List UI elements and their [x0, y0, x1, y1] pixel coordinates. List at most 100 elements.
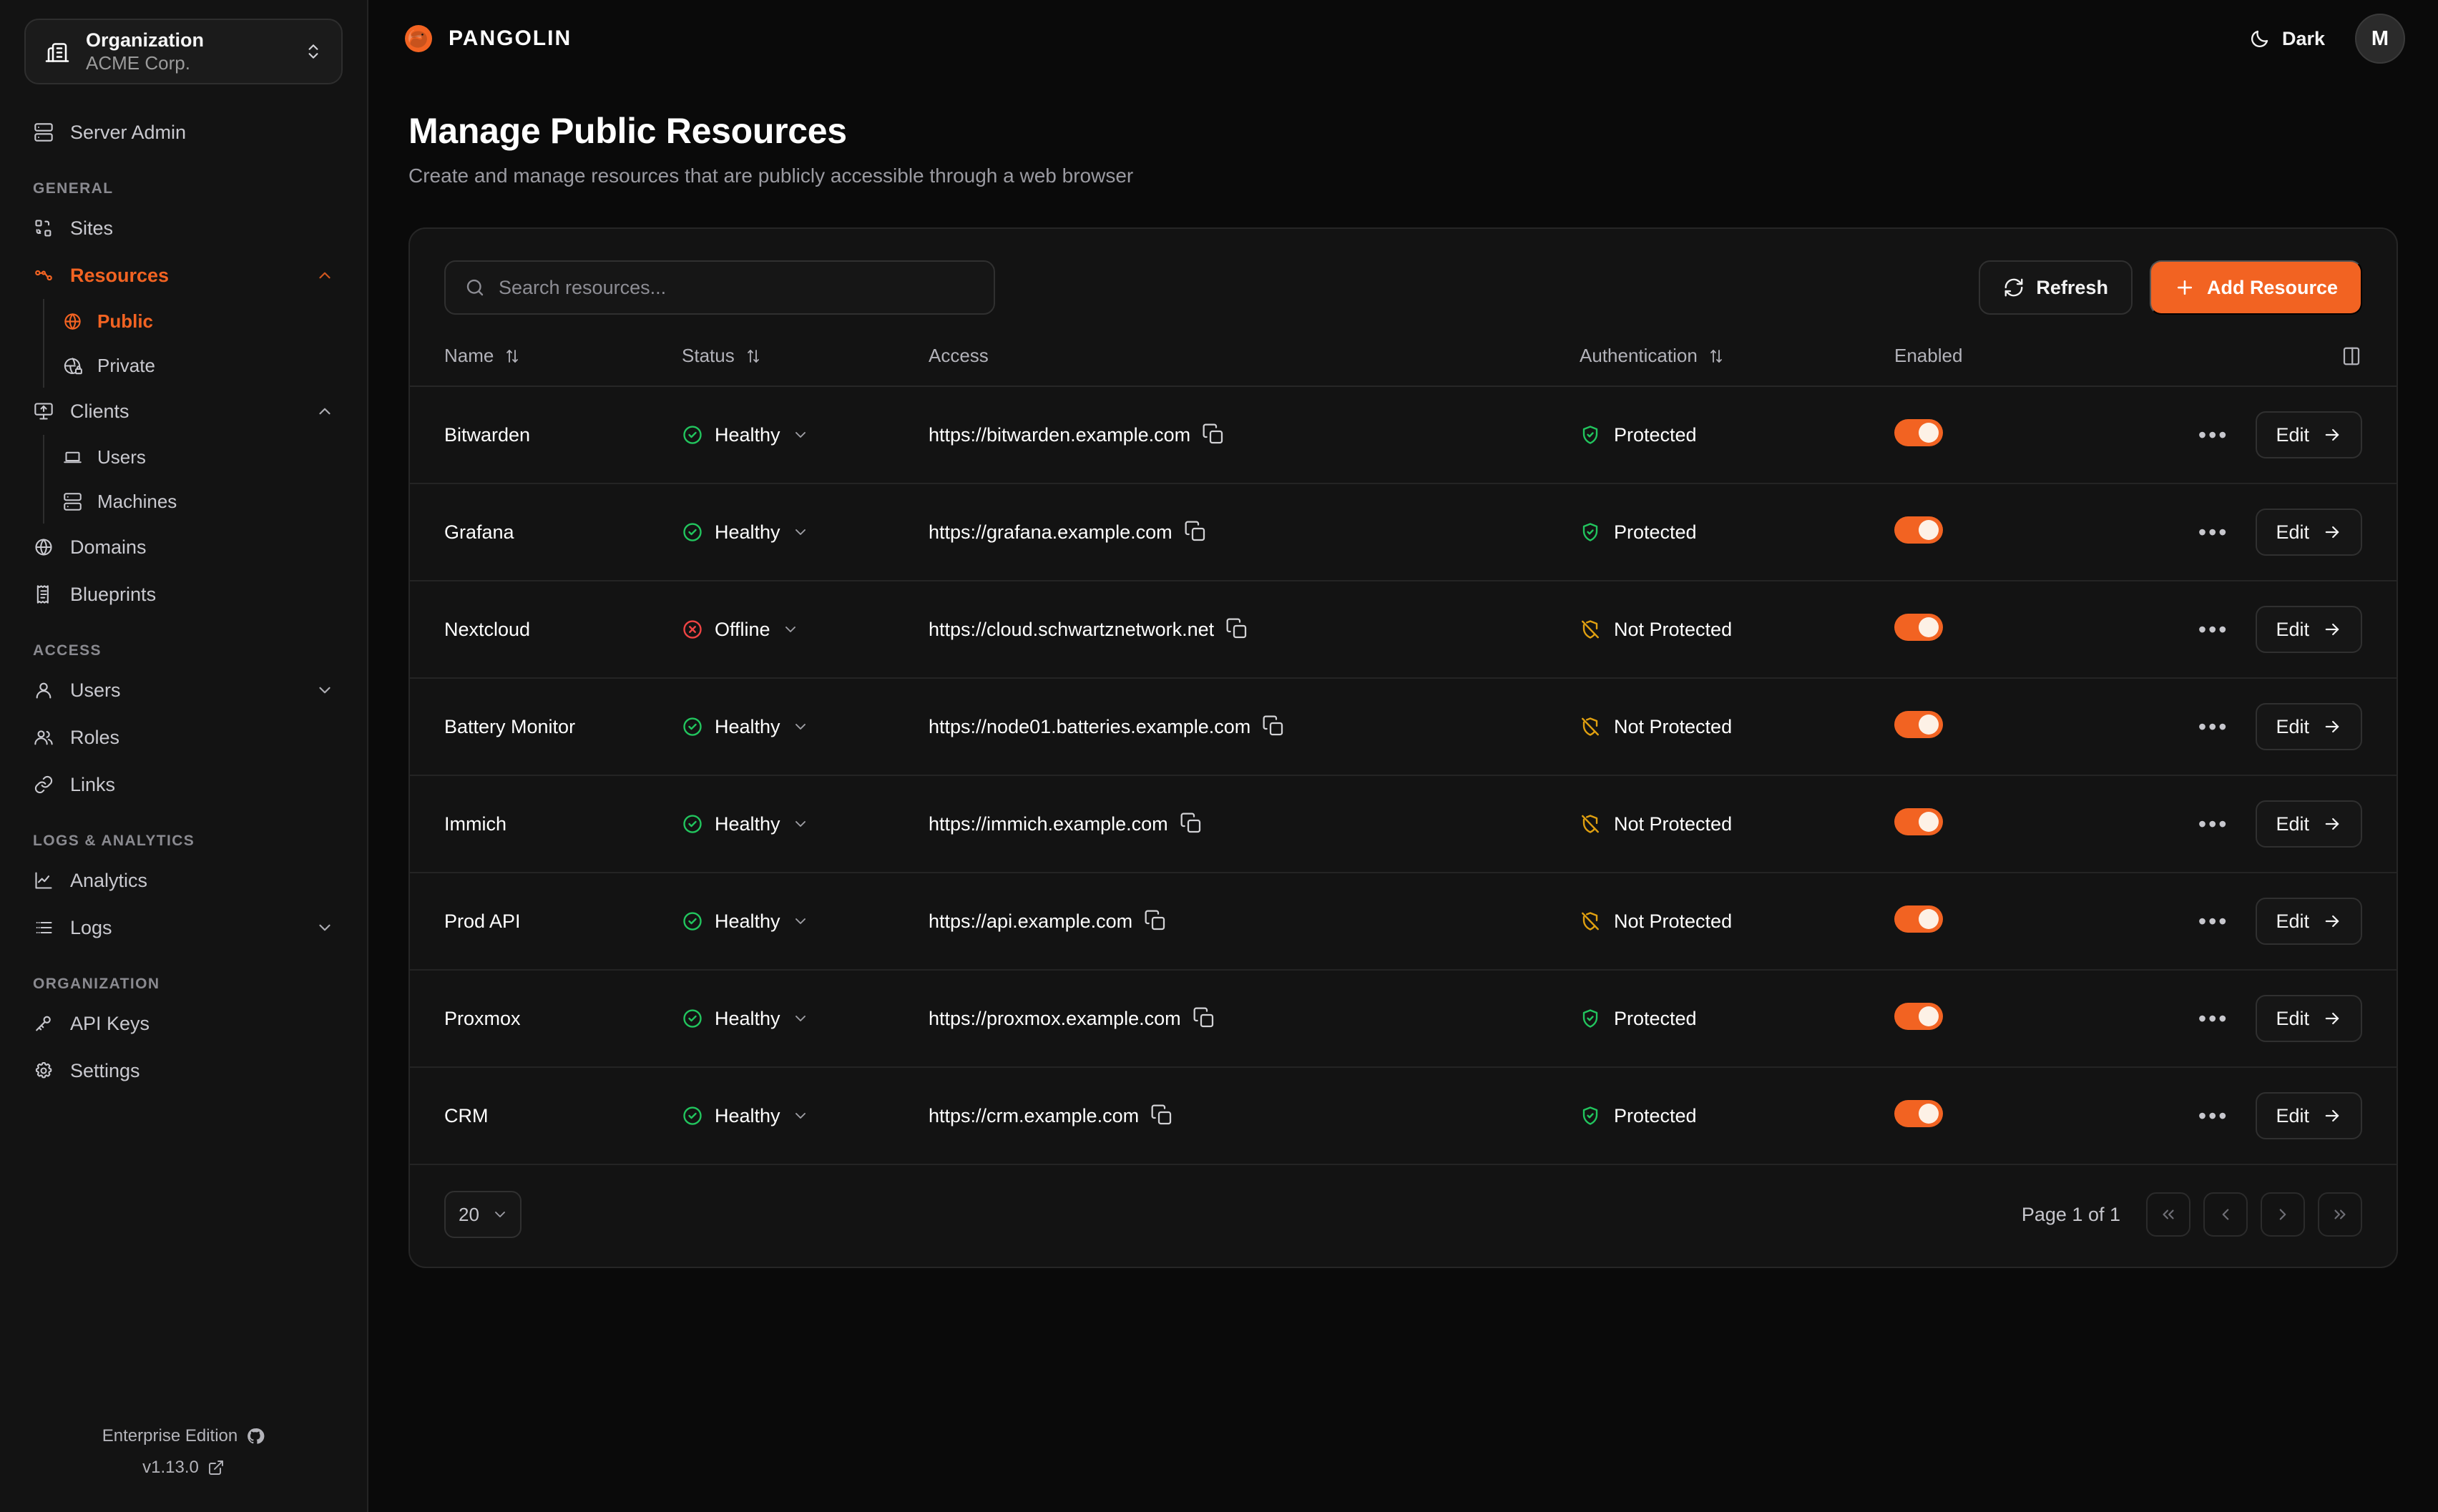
- edit-button[interactable]: Edit: [2256, 898, 2362, 945]
- access-url[interactable]: https://bitwarden.example.com: [929, 423, 1191, 446]
- table-row[interactable]: Battery Monitor Healthy https://node01.b…: [410, 678, 2397, 776]
- table-row[interactable]: Grafana Healthy https://grafana.example.…: [410, 483, 2397, 581]
- version-line[interactable]: v1.13.0: [0, 1458, 367, 1478]
- next-page-button[interactable]: [2261, 1192, 2305, 1237]
- enabled-toggle[interactable]: [1894, 807, 1943, 835]
- chevron-down-icon[interactable]: [792, 1010, 809, 1027]
- chevron-down-icon[interactable]: [792, 815, 809, 833]
- enabled-toggle[interactable]: [1894, 1099, 1943, 1127]
- brand[interactable]: PANGOLIN: [401, 21, 572, 56]
- cell-status[interactable]: Healthy: [682, 483, 929, 581]
- prev-page-button[interactable]: [2203, 1192, 2248, 1237]
- sidebar-item-clients[interactable]: Clients: [24, 388, 343, 435]
- access-url[interactable]: https://node01.batteries.example.com: [929, 715, 1251, 737]
- ellipsis-icon[interactable]: •••: [2198, 908, 2229, 934]
- chevron-up-icon[interactable]: [315, 266, 334, 285]
- table-row[interactable]: CRM Healthy https://crm.example.com Prot…: [410, 1067, 2397, 1165]
- edit-button[interactable]: Edit: [2256, 509, 2362, 556]
- chevron-up-icon[interactable]: [315, 402, 334, 421]
- search-input[interactable]: Search resources...: [444, 260, 995, 315]
- access-url[interactable]: https://grafana.example.com: [929, 521, 1173, 543]
- first-page-button[interactable]: [2146, 1192, 2190, 1237]
- chevron-down-icon[interactable]: [315, 681, 334, 699]
- sidebar-item-clients-users[interactable]: Users: [47, 435, 343, 479]
- access-url[interactable]: https://crm.example.com: [929, 1104, 1140, 1126]
- ellipsis-icon[interactable]: •••: [2198, 811, 2229, 837]
- chevron-down-icon[interactable]: [792, 718, 809, 735]
- cell-status[interactable]: Healthy: [682, 775, 929, 873]
- sidebar-item-public[interactable]: Public: [47, 299, 343, 343]
- external-link-icon[interactable]: [207, 1459, 225, 1476]
- chevron-down-icon[interactable]: [792, 426, 809, 443]
- cell-status[interactable]: Healthy: [682, 678, 929, 776]
- access-url[interactable]: https://proxmox.example.com: [929, 1007, 1181, 1029]
- cell-status[interactable]: Healthy: [682, 970, 929, 1068]
- cell-status[interactable]: Offline: [682, 581, 929, 679]
- sort-icon[interactable]: [745, 348, 762, 365]
- sidebar-item-users[interactable]: Users: [24, 667, 343, 714]
- sidebar-item-analytics[interactable]: Analytics: [24, 857, 343, 904]
- enabled-toggle[interactable]: [1894, 905, 1943, 933]
- cell-status[interactable]: Healthy: [682, 1067, 929, 1165]
- sidebar-item-resources[interactable]: Resources: [24, 252, 343, 299]
- edit-button[interactable]: Edit: [2256, 606, 2362, 653]
- chevron-down-icon[interactable]: [792, 524, 809, 541]
- add-resource-button[interactable]: Add Resource: [2149, 260, 2362, 315]
- ellipsis-icon[interactable]: •••: [2198, 422, 2229, 448]
- access-url[interactable]: https://api.example.com: [929, 910, 1133, 932]
- enabled-toggle[interactable]: [1894, 1002, 1943, 1030]
- column-header-status[interactable]: Status: [682, 335, 929, 387]
- copy-icon[interactable]: [1184, 520, 1208, 544]
- chevron-down-icon[interactable]: [315, 918, 334, 937]
- table-row[interactable]: Prod API Healthy https://api.example.com…: [410, 873, 2397, 971]
- edit-button[interactable]: Edit: [2256, 1092, 2362, 1139]
- edit-button[interactable]: Edit: [2256, 703, 2362, 750]
- sidebar-item-links[interactable]: Links: [24, 761, 343, 808]
- sidebar-item-sites[interactable]: Sites: [24, 205, 343, 252]
- enabled-toggle[interactable]: [1894, 516, 1943, 544]
- page-size-select[interactable]: 20: [444, 1191, 522, 1238]
- chevron-down-icon[interactable]: [782, 621, 799, 638]
- last-page-button[interactable]: [2318, 1192, 2362, 1237]
- cell-status[interactable]: Healthy: [682, 386, 929, 484]
- sidebar-item-blueprints[interactable]: Blueprints: [24, 571, 343, 618]
- sidebar-item-server-admin[interactable]: Server Admin: [24, 109, 343, 156]
- sidebar-item-settings[interactable]: Settings: [24, 1047, 343, 1094]
- table-row[interactable]: Proxmox Healthy https://proxmox.example.…: [410, 970, 2397, 1068]
- sort-icon[interactable]: [504, 348, 521, 365]
- avatar[interactable]: M: [2355, 14, 2405, 64]
- sidebar-item-domains[interactable]: Domains: [24, 524, 343, 571]
- edition-line[interactable]: Enterprise Edition: [0, 1426, 367, 1446]
- copy-icon[interactable]: [1225, 617, 1250, 642]
- edit-button[interactable]: Edit: [2256, 995, 2362, 1042]
- ellipsis-icon[interactable]: •••: [2198, 714, 2229, 740]
- sidebar-item-roles[interactable]: Roles: [24, 714, 343, 761]
- table-row[interactable]: Immich Healthy https://immich.example.co…: [410, 775, 2397, 873]
- ellipsis-icon[interactable]: •••: [2198, 1103, 2229, 1129]
- enabled-toggle[interactable]: [1894, 418, 1943, 446]
- edit-button[interactable]: Edit: [2256, 800, 2362, 848]
- column-header-authentication[interactable]: Authentication: [1580, 335, 1894, 387]
- ellipsis-icon[interactable]: •••: [2198, 1006, 2229, 1031]
- enabled-toggle[interactable]: [1894, 710, 1943, 738]
- columns-icon[interactable]: [2341, 345, 2362, 367]
- sidebar-item-private[interactable]: Private: [47, 343, 343, 388]
- chevron-down-icon[interactable]: [792, 1107, 809, 1124]
- org-switcher[interactable]: Organization ACME Corp.: [24, 19, 343, 84]
- copy-icon[interactable]: [1262, 715, 1286, 739]
- chevrons-up-down-icon[interactable]: [304, 42, 323, 61]
- access-url[interactable]: https://cloud.schwartznetwork.net: [929, 618, 1215, 640]
- column-header-access[interactable]: Access: [929, 335, 1580, 387]
- sort-icon[interactable]: [1708, 348, 1725, 365]
- cell-status[interactable]: Healthy: [682, 873, 929, 971]
- refresh-button[interactable]: Refresh: [1979, 260, 2133, 315]
- copy-icon[interactable]: [1193, 1006, 1217, 1031]
- copy-icon[interactable]: [1144, 909, 1168, 933]
- copy-icon[interactable]: [1202, 423, 1226, 447]
- theme-toggle[interactable]: Dark: [2249, 28, 2325, 50]
- chevron-down-icon[interactable]: [792, 913, 809, 930]
- copy-icon[interactable]: [1150, 1104, 1175, 1128]
- table-row[interactable]: Nextcloud Offline https://cloud.schwartz…: [410, 581, 2397, 679]
- edit-button[interactable]: Edit: [2256, 411, 2362, 458]
- ellipsis-icon[interactable]: •••: [2198, 617, 2229, 642]
